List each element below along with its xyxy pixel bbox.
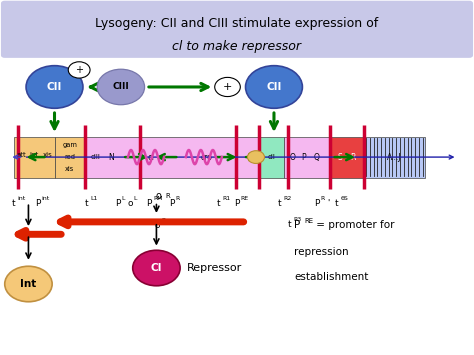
Text: cro: cro [201, 153, 212, 162]
Text: o: o [127, 199, 133, 208]
Text: CII: CII [47, 82, 62, 92]
Text: R: R [161, 218, 165, 223]
Text: CI: CI [151, 263, 162, 273]
Text: P: P [294, 220, 300, 230]
Text: gam: gam [63, 142, 77, 148]
Text: P: P [35, 199, 41, 208]
Text: red: red [64, 154, 75, 160]
Text: cII: cII [267, 154, 275, 160]
Bar [329, 137, 364, 178]
Text: att: att [17, 152, 27, 158]
Text: P: P [115, 199, 120, 208]
Text: o: o [155, 221, 160, 230]
Text: Q: Q [314, 153, 320, 162]
FancyBboxPatch shape [1, 1, 473, 58]
Text: t: t [278, 199, 282, 208]
Text: R: R [351, 153, 356, 162]
Text: t: t [335, 199, 338, 208]
Text: xis: xis [42, 152, 52, 158]
Text: 6S: 6S [340, 196, 348, 201]
Circle shape [5, 266, 52, 302]
Circle shape [133, 250, 180, 286]
Text: xis: xis [65, 166, 74, 172]
Text: R2: R2 [283, 196, 292, 201]
Text: RM: RM [153, 196, 163, 201]
Text: +: + [223, 82, 232, 92]
Text: repression: repression [294, 247, 348, 257]
Text: CII: CII [266, 82, 282, 92]
Text: int: int [17, 196, 25, 201]
Text: establishment: establishment [294, 272, 368, 282]
Text: O: O [290, 153, 295, 162]
Text: cl to make repressor: cl to make repressor [173, 40, 301, 53]
Text: +: + [75, 65, 83, 75]
Text: P: P [234, 199, 240, 208]
Text: P: P [146, 199, 152, 208]
Text: P: P [314, 199, 319, 208]
Text: cl: cl [147, 153, 155, 162]
Text: o: o [156, 191, 162, 201]
Bar [364, 137, 425, 178]
Text: N: N [109, 153, 114, 162]
Text: cIII: cIII [91, 154, 100, 160]
Text: R: R [320, 196, 325, 201]
Text: t: t [84, 199, 88, 208]
Text: R: R [176, 196, 180, 201]
Bar [85, 137, 258, 178]
Bar [14, 137, 55, 178]
Text: P: P [169, 199, 175, 208]
Bar [284, 137, 329, 178]
Circle shape [246, 66, 302, 108]
Text: Int: Int [20, 279, 36, 289]
Text: int: int [30, 152, 39, 158]
Text: t: t [287, 220, 291, 229]
Text: int: int [42, 196, 50, 201]
Text: RE: RE [304, 218, 313, 224]
Text: R1: R1 [223, 196, 231, 201]
Text: L: L [134, 196, 137, 201]
Circle shape [26, 66, 83, 108]
Text: L: L [121, 196, 125, 201]
Text: Lysogeny: CII and CIII stimulate expression of: Lysogeny: CII and CIII stimulate express… [95, 17, 379, 29]
Circle shape [215, 77, 240, 97]
Text: R3: R3 [293, 217, 301, 222]
Text: L1: L1 [90, 196, 98, 201]
Text: A...J: A...J [387, 153, 401, 162]
Bar [258, 137, 284, 178]
Text: R: R [165, 193, 170, 199]
Text: CIII: CIII [112, 82, 129, 92]
Text: ': ' [327, 199, 329, 208]
Circle shape [247, 151, 264, 163]
Text: P: P [301, 153, 306, 162]
Text: t: t [217, 199, 221, 208]
Text: Repressor: Repressor [187, 263, 243, 273]
Text: = promoter for: = promoter for [313, 220, 394, 230]
Circle shape [68, 62, 90, 78]
Text: S: S [337, 153, 342, 162]
Bar [55, 137, 85, 178]
Circle shape [97, 69, 145, 105]
Text: t: t [11, 199, 15, 208]
Text: RE: RE [241, 196, 249, 201]
